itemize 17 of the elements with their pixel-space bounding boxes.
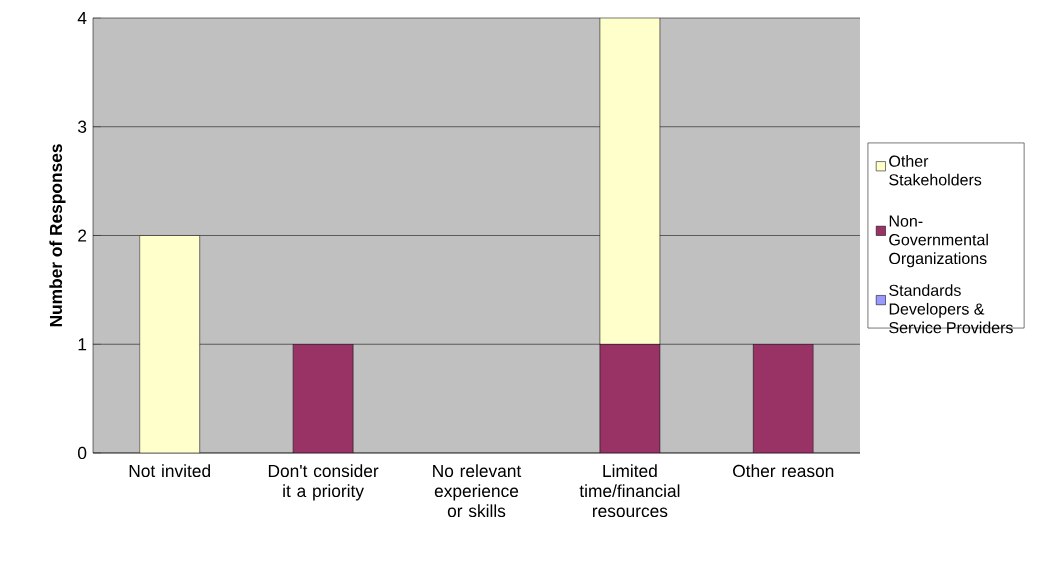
legend-label: Other Stakeholders: [889, 155, 982, 186]
y-tick-label: 2: [78, 229, 87, 242]
y-tick-label: 4: [77, 12, 87, 24]
bar: [292, 343, 354, 453]
y-tick-label: 3: [77, 120, 87, 133]
bar: [599, 343, 661, 453]
y-tick-label: 0: [77, 446, 87, 460]
x-tick-label: Don't consider it a priority: [268, 464, 379, 501]
x-tick-label: Limited time/financial resources: [579, 464, 680, 518]
legend-label: Non-Governmental Organizations: [889, 215, 988, 268]
y-tick-label: 1: [78, 338, 87, 351]
y-axis-title: Number of Responses: [49, 144, 66, 327]
x-tick-label: Not invited: [129, 464, 211, 478]
legend-label: Standards Developers & Service Providers: [889, 284, 1013, 334]
x-tick-label: No relevant experience or skills: [433, 464, 522, 518]
bar: [753, 343, 814, 453]
x-tick-label: Other reason: [733, 464, 834, 478]
